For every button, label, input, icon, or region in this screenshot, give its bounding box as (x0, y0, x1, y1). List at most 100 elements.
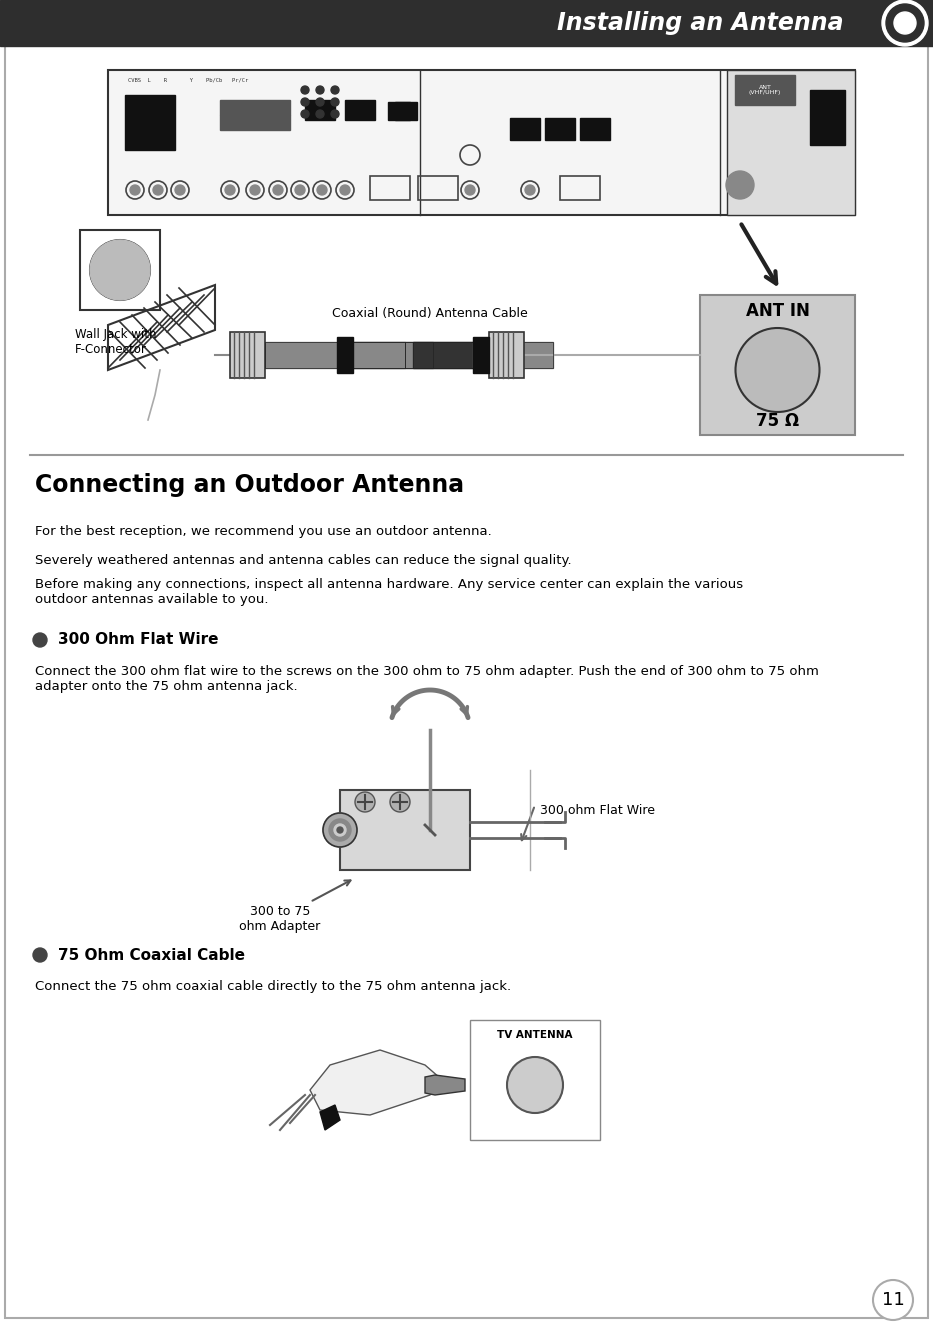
Text: Connecting an Outdoor Antenna: Connecting an Outdoor Antenna (35, 474, 464, 497)
Bar (305, 101, 335, 120)
Circle shape (522, 1072, 548, 1098)
Bar (395, 102, 417, 120)
Bar (560, 176, 600, 200)
Circle shape (33, 949, 47, 962)
Circle shape (744, 336, 812, 404)
Circle shape (295, 185, 305, 194)
Text: Connect the 75 ohm coaxial cable directly to the 75 ohm antenna jack.: Connect the 75 ohm coaxial cable directl… (35, 980, 511, 994)
Circle shape (731, 176, 749, 194)
Bar (489, 332, 524, 378)
Circle shape (465, 185, 475, 194)
Bar (473, 343, 553, 368)
Circle shape (317, 185, 327, 194)
Circle shape (323, 814, 357, 847)
Text: ANT
(VHF/UHF): ANT (VHF/UHF) (749, 85, 781, 95)
Circle shape (886, 4, 924, 42)
Bar (353, 343, 433, 368)
Text: For the best reception, we recommend you use an outdoor antenna.: For the best reception, we recommend you… (35, 525, 492, 538)
Bar (340, 790, 470, 871)
Circle shape (726, 171, 754, 198)
Bar (265, 343, 345, 368)
Circle shape (106, 255, 134, 284)
Circle shape (735, 328, 819, 411)
Circle shape (754, 347, 801, 394)
Text: 11: 11 (882, 1291, 904, 1308)
Circle shape (334, 824, 346, 836)
Circle shape (337, 827, 343, 833)
Bar (413, 343, 473, 368)
Bar (220, 115, 290, 130)
Bar (470, 1020, 600, 1140)
Circle shape (116, 266, 124, 274)
Bar (413, 343, 473, 368)
Circle shape (301, 98, 309, 106)
Bar (473, 343, 553, 368)
Circle shape (301, 110, 309, 118)
Bar (108, 70, 855, 216)
Bar (727, 70, 855, 216)
Circle shape (316, 110, 324, 118)
Circle shape (301, 86, 309, 94)
Bar (405, 343, 485, 368)
Circle shape (738, 183, 742, 187)
Text: 300 ohm Flat Wire: 300 ohm Flat Wire (540, 803, 655, 816)
Circle shape (316, 86, 324, 94)
Circle shape (118, 269, 122, 273)
Polygon shape (320, 1105, 340, 1130)
Polygon shape (490, 0, 933, 46)
Bar (735, 75, 795, 105)
Circle shape (33, 632, 47, 647)
Circle shape (894, 12, 916, 34)
Bar (810, 90, 845, 146)
Bar (473, 337, 489, 373)
Circle shape (355, 792, 375, 812)
Text: Connect the 300 ohm flat wire to the screws on the 300 ohm to 75 ohm adapter. Pu: Connect the 300 ohm flat wire to the scr… (35, 665, 819, 693)
Text: 300 to 75
ohm Adapter: 300 to 75 ohm Adapter (240, 905, 321, 933)
Circle shape (250, 185, 260, 194)
Circle shape (340, 185, 350, 194)
Circle shape (331, 86, 339, 94)
Text: Wall Jack with
F-Connector: Wall Jack with F-Connector (75, 328, 157, 356)
Circle shape (153, 185, 163, 194)
Circle shape (532, 1082, 538, 1088)
Circle shape (331, 110, 339, 118)
Circle shape (98, 247, 142, 292)
Bar (545, 118, 575, 140)
Circle shape (273, 185, 283, 194)
Bar (353, 343, 433, 368)
Bar (220, 101, 290, 115)
Circle shape (175, 185, 185, 194)
Bar (265, 343, 345, 368)
Bar (345, 101, 375, 120)
Bar (370, 176, 410, 200)
Circle shape (507, 1057, 563, 1113)
Text: TV ANTENNA: TV ANTENNA (497, 1031, 573, 1040)
Bar (345, 343, 405, 368)
Circle shape (775, 368, 779, 372)
Circle shape (329, 819, 351, 841)
Polygon shape (310, 1050, 440, 1115)
Bar (418, 176, 458, 200)
Circle shape (773, 366, 782, 374)
Text: Coaxial (Round) Antenna Cable: Coaxial (Round) Antenna Cable (332, 307, 528, 320)
Circle shape (525, 185, 535, 194)
Circle shape (528, 1078, 542, 1091)
Circle shape (873, 1279, 913, 1320)
Bar (388, 102, 410, 120)
Circle shape (316, 98, 324, 106)
Bar (0, 0, 933, 46)
Circle shape (761, 355, 793, 386)
Circle shape (515, 1065, 555, 1105)
Circle shape (770, 363, 786, 378)
Bar (337, 337, 353, 373)
Circle shape (390, 792, 410, 812)
Text: ANT IN: ANT IN (745, 302, 810, 320)
Circle shape (130, 185, 140, 194)
Circle shape (735, 180, 745, 191)
Text: 300 Ohm Flat Wire: 300 Ohm Flat Wire (58, 632, 218, 647)
Bar (580, 118, 610, 140)
Bar (125, 95, 175, 149)
Bar (230, 332, 265, 378)
Circle shape (90, 239, 150, 300)
Text: Installing an Antenna: Installing an Antenna (557, 11, 843, 34)
